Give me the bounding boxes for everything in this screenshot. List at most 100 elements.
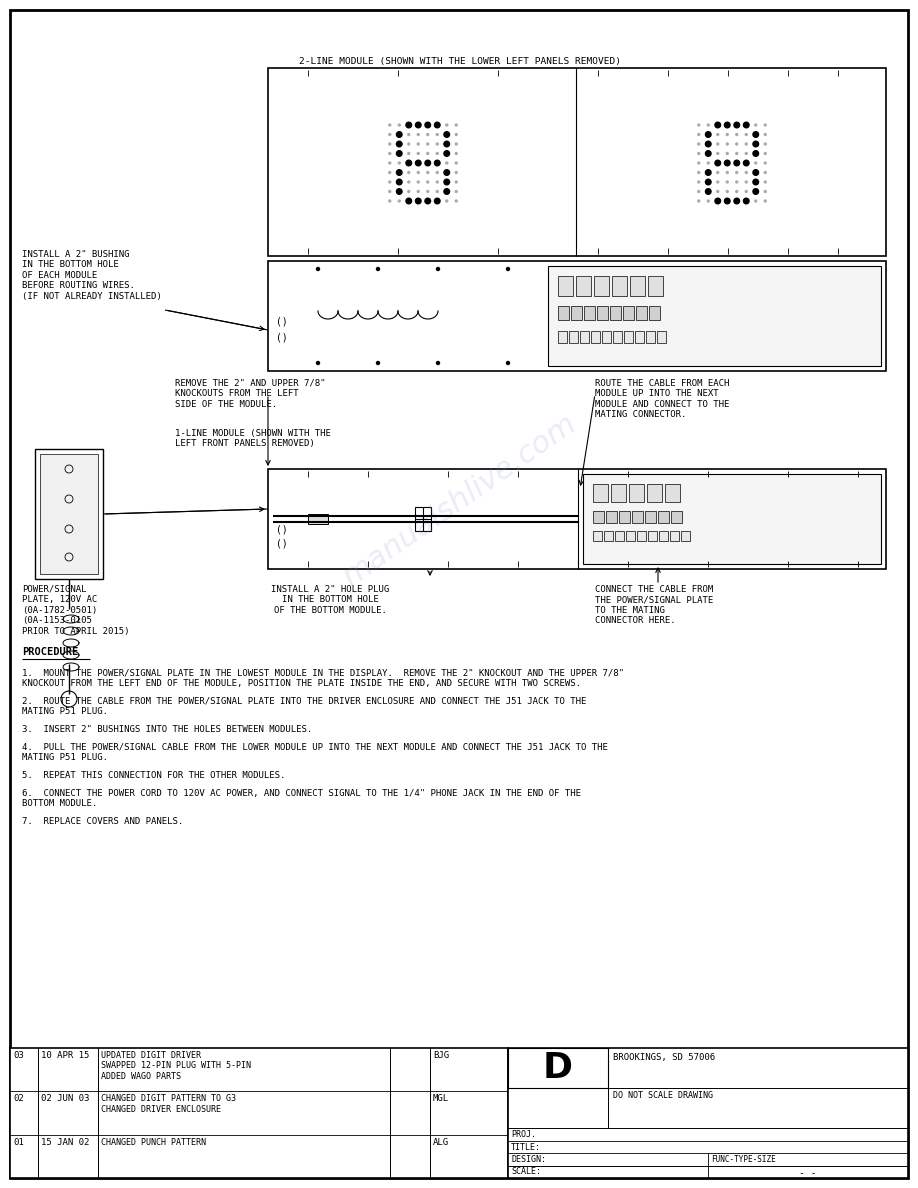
Bar	[593, 511, 604, 523]
Circle shape	[427, 133, 429, 135]
Bar	[646, 331, 655, 343]
Bar	[268, 469, 886, 569]
Circle shape	[698, 143, 700, 145]
Circle shape	[444, 132, 450, 138]
Text: ALG: ALG	[433, 1138, 449, 1146]
Text: PROJ.: PROJ.	[511, 1130, 536, 1139]
Circle shape	[436, 133, 438, 135]
Circle shape	[418, 133, 420, 135]
Text: 6.  CONNECT THE POWER CORD TO 120V AC POWER, AND CONNECT SIGNAL TO THE 1/4" PHON: 6. CONNECT THE POWER CORD TO 120V AC POW…	[22, 789, 581, 808]
Circle shape	[416, 122, 421, 128]
Circle shape	[408, 171, 409, 173]
Circle shape	[753, 189, 758, 195]
Circle shape	[434, 122, 440, 128]
Circle shape	[745, 133, 747, 135]
Circle shape	[717, 133, 719, 135]
Bar	[671, 511, 682, 523]
Text: 02: 02	[13, 1094, 24, 1104]
Circle shape	[744, 198, 749, 204]
Circle shape	[446, 124, 448, 126]
Circle shape	[436, 152, 438, 154]
Circle shape	[698, 200, 700, 202]
Circle shape	[717, 152, 719, 154]
Text: SCALE:: SCALE:	[511, 1168, 541, 1176]
Bar	[35, 449, 103, 579]
Circle shape	[753, 151, 758, 157]
Circle shape	[434, 198, 440, 204]
Bar	[606, 511, 617, 523]
Circle shape	[705, 132, 711, 138]
Circle shape	[726, 143, 728, 145]
Circle shape	[753, 179, 758, 185]
Circle shape	[698, 181, 700, 183]
Circle shape	[744, 122, 749, 128]
Bar	[604, 531, 613, 541]
Circle shape	[406, 198, 411, 204]
Circle shape	[744, 160, 749, 166]
Circle shape	[734, 198, 740, 204]
Circle shape	[724, 160, 730, 166]
Bar	[648, 531, 657, 541]
Circle shape	[427, 143, 429, 145]
Text: 4.  PULL THE POWER/SIGNAL CABLE FROM THE LOWER MODULE UP INTO THE NEXT MODULE AN: 4. PULL THE POWER/SIGNAL CABLE FROM THE …	[22, 742, 608, 763]
Bar	[593, 484, 608, 503]
Circle shape	[444, 179, 450, 185]
Circle shape	[317, 361, 319, 365]
Circle shape	[436, 267, 440, 271]
Bar	[580, 331, 589, 343]
Circle shape	[753, 141, 758, 147]
Circle shape	[755, 162, 756, 164]
Circle shape	[425, 122, 431, 128]
Circle shape	[398, 200, 400, 202]
Circle shape	[388, 143, 391, 145]
Circle shape	[735, 143, 738, 145]
Text: 2.  ROUTE THE CABLE FROM THE POWER/SIGNAL PLATE INTO THE DRIVER ENCLOSURE AND CO: 2. ROUTE THE CABLE FROM THE POWER/SIGNAL…	[22, 697, 587, 716]
Circle shape	[755, 124, 756, 126]
Circle shape	[726, 190, 728, 192]
Circle shape	[698, 162, 700, 164]
Bar	[576, 276, 591, 296]
Circle shape	[726, 133, 728, 135]
Bar	[611, 484, 626, 503]
Circle shape	[436, 181, 438, 183]
Bar	[630, 276, 645, 296]
Text: 03: 03	[13, 1051, 24, 1060]
Circle shape	[376, 361, 379, 365]
Circle shape	[455, 171, 457, 173]
Circle shape	[444, 141, 450, 147]
Circle shape	[707, 162, 710, 164]
Bar	[571, 307, 582, 320]
Bar	[629, 484, 644, 503]
Bar	[635, 331, 644, 343]
Circle shape	[388, 133, 391, 135]
Circle shape	[726, 181, 728, 183]
Bar	[623, 307, 634, 320]
Circle shape	[408, 133, 409, 135]
Bar	[594, 276, 609, 296]
Text: 02 JUN 03: 02 JUN 03	[41, 1094, 89, 1104]
Text: 5.  REPEAT THIS CONNECTION FOR THE OTHER MODULES.: 5. REPEAT THIS CONNECTION FOR THE OTHER …	[22, 771, 285, 781]
Circle shape	[455, 143, 457, 145]
Circle shape	[455, 181, 457, 183]
Bar	[268, 68, 886, 255]
Circle shape	[398, 162, 400, 164]
Circle shape	[735, 171, 738, 173]
Circle shape	[388, 190, 391, 192]
Circle shape	[455, 124, 457, 126]
Circle shape	[717, 190, 719, 192]
Circle shape	[765, 133, 767, 135]
Text: CONNECT THE CABLE FROM
THE POWER/SIGNAL PLATE
TO THE MATING
CONNECTOR HERE.: CONNECT THE CABLE FROM THE POWER/SIGNAL …	[595, 584, 713, 625]
Text: 1.  MOUNT THE POWER/SIGNAL PLATE IN THE LOWEST MODULE IN THE DISPLAY.  REMOVE TH: 1. MOUNT THE POWER/SIGNAL PLATE IN THE L…	[22, 669, 624, 688]
Circle shape	[418, 190, 420, 192]
Circle shape	[388, 152, 391, 154]
Bar	[632, 511, 643, 523]
Circle shape	[734, 160, 740, 166]
Circle shape	[735, 190, 738, 192]
Bar	[593, 531, 602, 541]
Circle shape	[735, 152, 738, 154]
Bar	[658, 511, 669, 523]
Text: UPDATED DIGIT DRIVER
SWAPPED 12-PIN PLUG WITH 5-PIN
ADDED WAGO PARTS: UPDATED DIGIT DRIVER SWAPPED 12-PIN PLUG…	[101, 1051, 251, 1081]
Circle shape	[388, 200, 391, 202]
Circle shape	[436, 190, 438, 192]
Circle shape	[724, 198, 730, 204]
